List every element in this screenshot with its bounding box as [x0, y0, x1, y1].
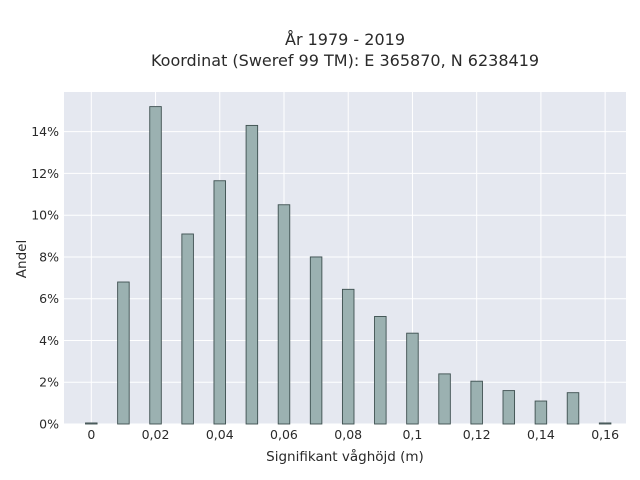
y-tick-label: 14% [31, 124, 59, 139]
bar-12 [470, 380, 483, 425]
chart-title-line-1: År 1979 - 2019 [285, 30, 405, 49]
y-tick-label: 12% [31, 166, 59, 181]
y-tick-label: 0% [39, 417, 59, 432]
y-axis-label: Andel [14, 240, 30, 278]
y-tick-label: 10% [31, 208, 59, 223]
bar-3 [181, 233, 194, 425]
bar-14 [534, 400, 548, 425]
bar-1 [117, 281, 130, 425]
chart-title-line-2: Koordinat (Sweref 99 TM): E 365870, N 62… [151, 51, 539, 70]
bar-13 [502, 390, 516, 425]
bar-7 [309, 256, 323, 425]
bar-8 [341, 288, 355, 425]
bar-5 [245, 124, 259, 425]
y-tick-label: 8% [39, 249, 59, 264]
x-tick-label: 0,1 [402, 427, 422, 442]
y-tick-label: 6% [39, 291, 59, 306]
x-axis-ticks: 0 0,02 0,04 0,06 0,08 0,1 0,12 0,14 0,16 [87, 427, 619, 442]
bar-11 [438, 373, 451, 425]
x-tick-label: 0,08 [334, 427, 362, 442]
x-tick-label: 0,16 [591, 427, 619, 442]
y-axis-ticks: 0% 2% 4% 6% 8% 10% 12% 14% [31, 124, 59, 431]
x-tick-label: 0,02 [142, 427, 170, 442]
x-tick-label: 0 [87, 427, 95, 442]
bar-6 [277, 204, 291, 425]
x-tick-label: 0,06 [270, 427, 298, 442]
x-tick-label: 0,14 [527, 427, 555, 442]
bar-4 [213, 180, 226, 425]
bars [85, 106, 612, 425]
bar-16 [598, 422, 612, 425]
x-tick-label: 0,12 [463, 427, 491, 442]
bar-2 [149, 106, 162, 425]
x-axis-label: Signifikant våghöjd (m) [266, 448, 424, 465]
y-tick-label: 4% [39, 333, 59, 348]
x-tick-label: 0,04 [206, 427, 234, 442]
bar-0 [85, 422, 98, 425]
bar-9 [374, 316, 387, 425]
bar-15 [566, 392, 580, 425]
bar-10 [406, 332, 419, 425]
y-tick-label: 2% [39, 375, 59, 390]
